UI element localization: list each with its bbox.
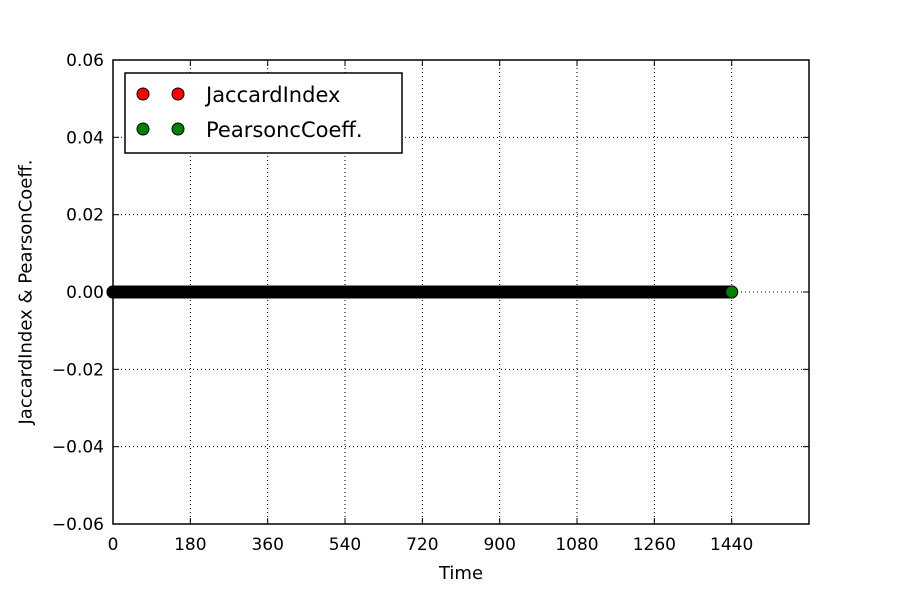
x-tick-label: 540 [329,535,361,555]
series-1-points [106,285,739,299]
x-tick-label: 360 [251,535,283,555]
x-tick-label: 900 [483,535,515,555]
y-tick-label: −0.04 [52,438,104,458]
x-tick-label: 720 [406,535,438,555]
x-tick-label: 1080 [555,535,598,555]
legend-marker [136,87,150,101]
legend-label: JaccardIndex [204,83,340,107]
legend-item: PearsoncCoeff. [136,118,363,142]
data-marks [106,285,739,299]
legend-item: JaccardIndex [136,83,340,107]
y-tick-label: 0.06 [66,51,104,71]
x-tick-label: 0 [108,535,119,555]
y-tick-label: 0.02 [66,206,104,226]
legend: JaccardIndex PearsoncCoeff. [124,72,403,154]
y-tick-label: 0.00 [66,283,104,303]
axis-ticks [112,59,809,525]
x-tick-label: 1440 [710,535,753,555]
x-tick-labels: 0 180 360 540 720 900 1080 1260 1440 [108,535,754,555]
legend-label: PearsoncCoeff. [206,118,363,142]
y-tick-label: −0.06 [52,515,104,535]
y-tick-label: 0.04 [66,128,104,148]
legend-marker [171,87,185,101]
x-tick-label: 180 [174,535,206,555]
y-tick-labels: −0.06 −0.04 −0.02 0.00 0.02 0.04 0.06 [52,51,104,535]
legend-box [124,72,403,154]
y-tick-label: −0.02 [52,360,104,380]
x-axis-label: Time [438,563,483,584]
legend-marker [136,122,150,136]
x-tick-label: 1260 [633,535,676,555]
data-point [725,285,739,299]
y-axis-label: JaccardIndex & PearsonCoeff. [15,160,36,426]
legend-marker [171,122,185,136]
